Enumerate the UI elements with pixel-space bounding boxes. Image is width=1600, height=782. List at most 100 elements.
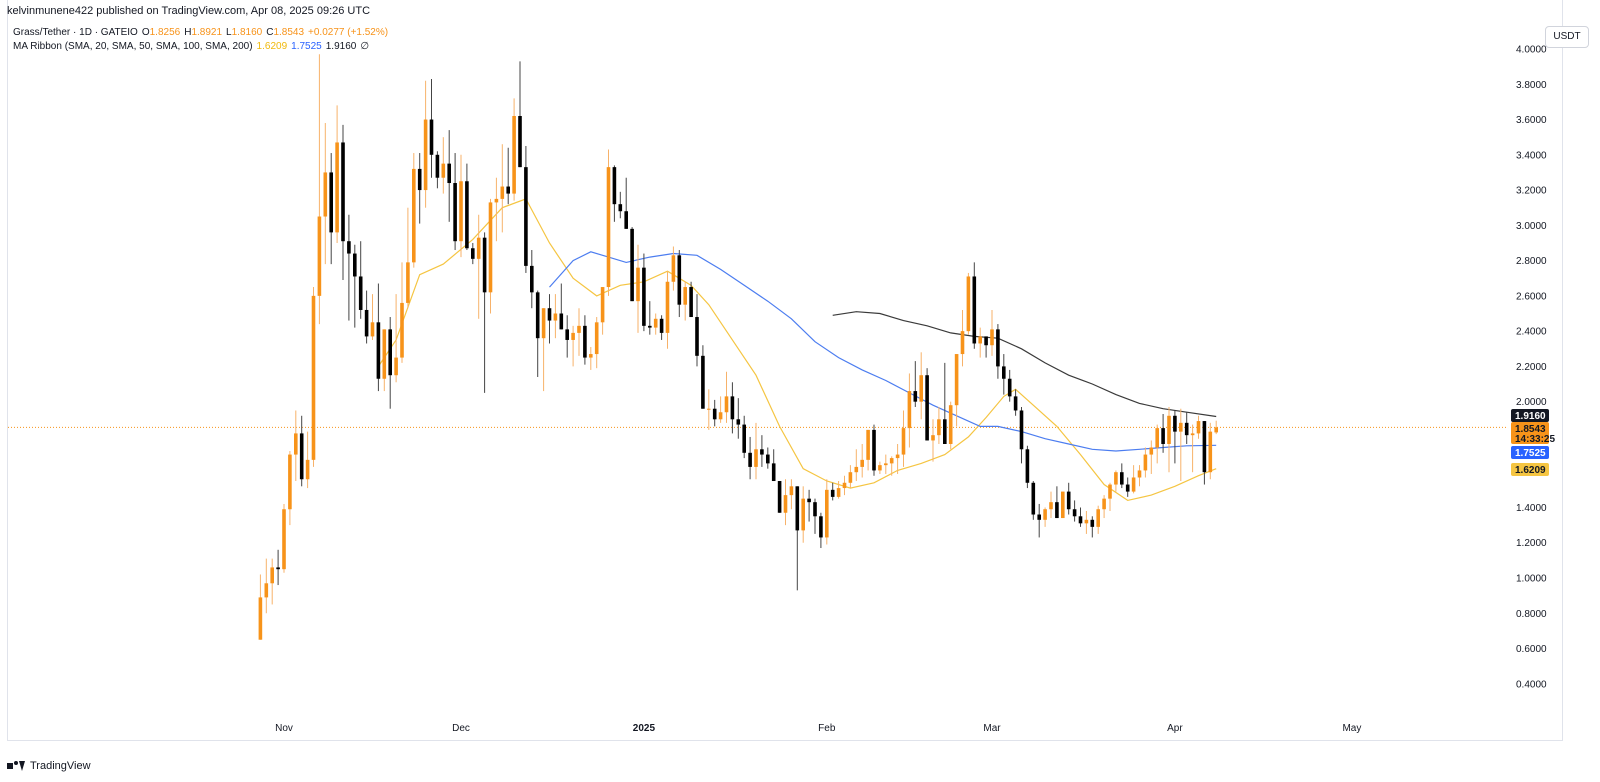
candle[interactable] <box>919 352 923 420</box>
candle[interactable] <box>1214 420 1218 435</box>
candle[interactable] <box>689 281 693 318</box>
candle[interactable] <box>712 399 717 427</box>
candle[interactable] <box>960 309 965 367</box>
candle[interactable] <box>317 54 322 325</box>
candle[interactable] <box>258 574 263 640</box>
candle[interactable] <box>842 475 847 496</box>
candle[interactable] <box>653 313 658 335</box>
candle[interactable] <box>783 479 788 526</box>
candle[interactable] <box>659 315 664 340</box>
candle[interactable] <box>1108 482 1112 511</box>
candle[interactable] <box>1149 440 1154 474</box>
candle[interactable] <box>465 163 469 251</box>
candle[interactable] <box>406 207 410 309</box>
candle[interactable] <box>795 486 800 591</box>
candle[interactable] <box>866 429 870 471</box>
candle[interactable] <box>1096 505 1100 534</box>
candle[interactable] <box>1131 465 1136 494</box>
candle[interactable] <box>305 431 310 489</box>
candle[interactable] <box>1043 507 1047 527</box>
candle[interactable] <box>777 481 782 513</box>
candle[interactable] <box>347 214 351 321</box>
candle[interactable] <box>1202 421 1207 485</box>
candle[interactable] <box>736 398 741 439</box>
candle[interactable] <box>1031 481 1036 520</box>
candle[interactable] <box>358 241 363 319</box>
candle[interactable] <box>412 153 416 268</box>
candle[interactable] <box>913 361 918 407</box>
candle[interactable] <box>925 368 929 441</box>
candle[interactable] <box>872 424 876 476</box>
candle[interactable] <box>577 308 581 356</box>
candle[interactable] <box>1184 412 1189 444</box>
candle[interactable] <box>1155 424 1159 464</box>
candle[interactable] <box>907 373 912 448</box>
candle[interactable] <box>954 354 959 427</box>
candle[interactable] <box>1025 445 1030 489</box>
candle[interactable] <box>471 242 475 265</box>
candle[interactable] <box>618 191 623 219</box>
candle[interactable] <box>506 147 510 205</box>
candle[interactable] <box>288 451 292 526</box>
candle[interactable] <box>1125 477 1130 497</box>
candle[interactable] <box>400 262 404 363</box>
candle[interactable] <box>848 465 853 489</box>
candle[interactable] <box>878 461 882 474</box>
candle[interactable] <box>299 415 304 487</box>
symbol-label[interactable]: Grass/Tether · 1D · GATEIO <box>13 27 138 38</box>
candle[interactable] <box>718 396 723 423</box>
candle[interactable] <box>683 281 687 321</box>
candle[interactable] <box>524 145 528 273</box>
candle[interactable] <box>447 130 451 222</box>
candle[interactable] <box>382 329 387 392</box>
candle[interactable] <box>1037 503 1041 538</box>
candle[interactable] <box>854 449 859 482</box>
candle[interactable] <box>760 435 764 467</box>
candle[interactable] <box>453 153 457 251</box>
candle[interactable] <box>435 151 440 189</box>
candle[interactable] <box>494 177 499 242</box>
candle[interactable] <box>695 294 699 367</box>
candle[interactable] <box>1055 486 1059 519</box>
candle[interactable] <box>559 283 564 330</box>
candle[interactable] <box>1066 482 1071 515</box>
candle[interactable] <box>901 410 906 467</box>
candle[interactable] <box>335 105 339 243</box>
candle[interactable] <box>476 214 481 319</box>
candle[interactable] <box>807 489 811 522</box>
candle[interactable] <box>329 153 333 265</box>
candle[interactable] <box>1084 510 1089 534</box>
candle[interactable] <box>801 486 805 543</box>
candle[interactable] <box>441 137 446 194</box>
candle[interactable] <box>547 294 552 344</box>
candle[interactable] <box>370 294 375 340</box>
indicator-label[interactable]: MA Ribbon (SMA, 20, SMA, 50, SMA, 100, S… <box>13 41 253 52</box>
candle[interactable] <box>429 78 434 178</box>
candle[interactable] <box>1167 406 1171 473</box>
candle[interactable] <box>1102 495 1106 519</box>
candle[interactable] <box>730 382 735 434</box>
candle[interactable] <box>364 290 369 344</box>
candle[interactable] <box>895 443 900 474</box>
candle[interactable] <box>648 301 652 335</box>
candle[interactable] <box>276 549 280 586</box>
candle[interactable] <box>1002 354 1006 395</box>
candle[interactable] <box>388 317 392 409</box>
candle[interactable] <box>636 244 640 333</box>
candle[interactable] <box>512 98 516 201</box>
candle[interactable] <box>1143 447 1148 478</box>
candle[interactable] <box>701 345 705 409</box>
footer-brand[interactable]: TradingView <box>7 760 91 772</box>
candle[interactable] <box>748 436 752 480</box>
candle[interactable] <box>1120 463 1124 489</box>
candle[interactable] <box>1208 422 1213 480</box>
candle[interactable] <box>1173 410 1177 464</box>
candle[interactable] <box>1190 424 1195 473</box>
candle[interactable] <box>677 250 682 318</box>
candle[interactable] <box>530 250 534 309</box>
candle[interactable] <box>600 287 605 335</box>
candle[interactable] <box>270 558 274 605</box>
candle[interactable] <box>488 198 493 314</box>
candle[interactable] <box>937 406 941 444</box>
candle[interactable] <box>754 422 758 480</box>
